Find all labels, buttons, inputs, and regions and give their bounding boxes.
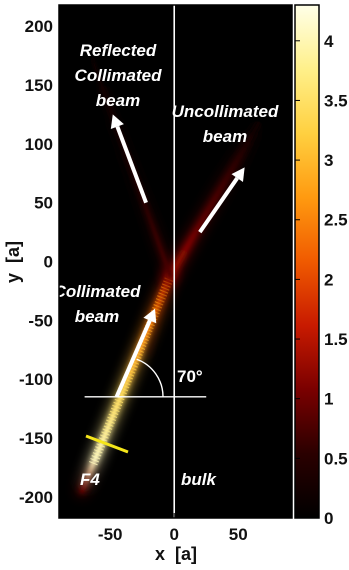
beam-fringe [103,425,113,430]
y-tick-label: -150 [19,429,53,448]
reflected-label: Collimated [75,66,163,85]
colorbar-tick-label: 2 [324,270,333,289]
uncollimated-arrow [198,167,245,234]
collimated-label: beam [75,307,119,326]
beam-fringe [93,449,103,454]
x-axis-label: x [a] [155,544,197,564]
colorbar-tick-label: 3 [324,151,333,170]
beam-fringe [91,455,101,460]
y-axis-label-var: y [3,273,23,283]
colorbar-axis: 4 3.5 3 2.5 2 1.5 1 0.5 0 [295,32,348,528]
y-tick-label: -50 [28,311,53,330]
beam-scatter [146,275,173,357]
beam-fringe [110,407,120,413]
colorbar-tick-label: 1.5 [324,330,348,349]
angle-arc [136,358,164,397]
beam-fringe [90,458,100,463]
beam-fringe [96,443,106,448]
reflected-label: beam [96,91,140,110]
beam-fringe [114,398,124,404]
y-tick-label: -200 [19,488,53,507]
beam-fringe [113,401,123,407]
x-tick-label: 0 [169,525,178,544]
beam-fringe [104,422,114,427]
y-tick-label: 100 [25,135,53,154]
y-axis: 200 150 100 50 0 -50 -100 -150 -200 [19,17,64,507]
uncollimated-label: beam [203,127,247,146]
beam-core [168,112,266,278]
x-tick-label: 50 [229,525,248,544]
beam-fringe [112,404,121,410]
collimated-arrow-head [143,308,157,324]
beam-fringe [106,419,115,424]
colorbar-tick-label: 0 [324,509,333,528]
source-marker-line [85,434,129,454]
uncollimated-label: Uncollimated [172,102,279,121]
collimated-arrow [114,308,157,398]
y-tick-label: 0 [44,253,53,272]
colorbar-tick-label: 1 [324,390,333,409]
annotation-layer: 70° Reflected Collimated beam Uncollimated be… [54,5,279,518]
x-axis: -50 0 50 [98,513,248,544]
y-tick-label: 50 [34,194,53,213]
y-axis-label-unit: [a] [3,241,23,263]
reflected-label: Reflected [80,41,157,60]
colorbar-tick-label: 2.5 [324,211,348,230]
beam-fringe [101,431,110,436]
colorbar-tick-label: 4 [324,32,334,51]
collimated-label: Collimated [54,282,142,301]
x-axis-label-var: x [155,544,165,564]
x-tick-label: -50 [98,525,123,544]
bulk-label: bulk [181,470,217,489]
beam-fringe [109,410,119,416]
uncollimated-arrow-shaft [198,176,239,234]
y-tick-label: -100 [19,370,53,389]
beam-fringe [108,413,118,419]
uncollimated-arrow-head [231,167,245,183]
beam-fringe [95,446,104,451]
reflected-arrow-head [110,114,124,130]
beam-fringe [89,460,98,466]
beam-fringe [92,452,102,457]
beam-fringe [107,416,117,421]
angle-label: 70° [177,367,203,386]
y-tick-label: 200 [25,17,53,36]
f4-label: F4 [80,470,100,489]
angle-annotation: 70° [84,358,207,398]
y-axis-label: y [a] [3,241,23,283]
colorbar-tick-label: 3.5 [324,91,348,110]
colorbar-tick-label: 0.5 [324,449,348,468]
beam-fringe [98,437,108,442]
x-axis-label-unit: [a] [175,544,197,564]
reflected-arrow [110,114,148,204]
y-tick-label: 150 [25,76,53,95]
beam-fringe [99,434,109,439]
reflected-arrow-shaft [115,125,148,204]
beam-fringe [102,428,112,433]
collimated-arrow-shaft [114,319,152,398]
colorbar [294,4,320,519]
